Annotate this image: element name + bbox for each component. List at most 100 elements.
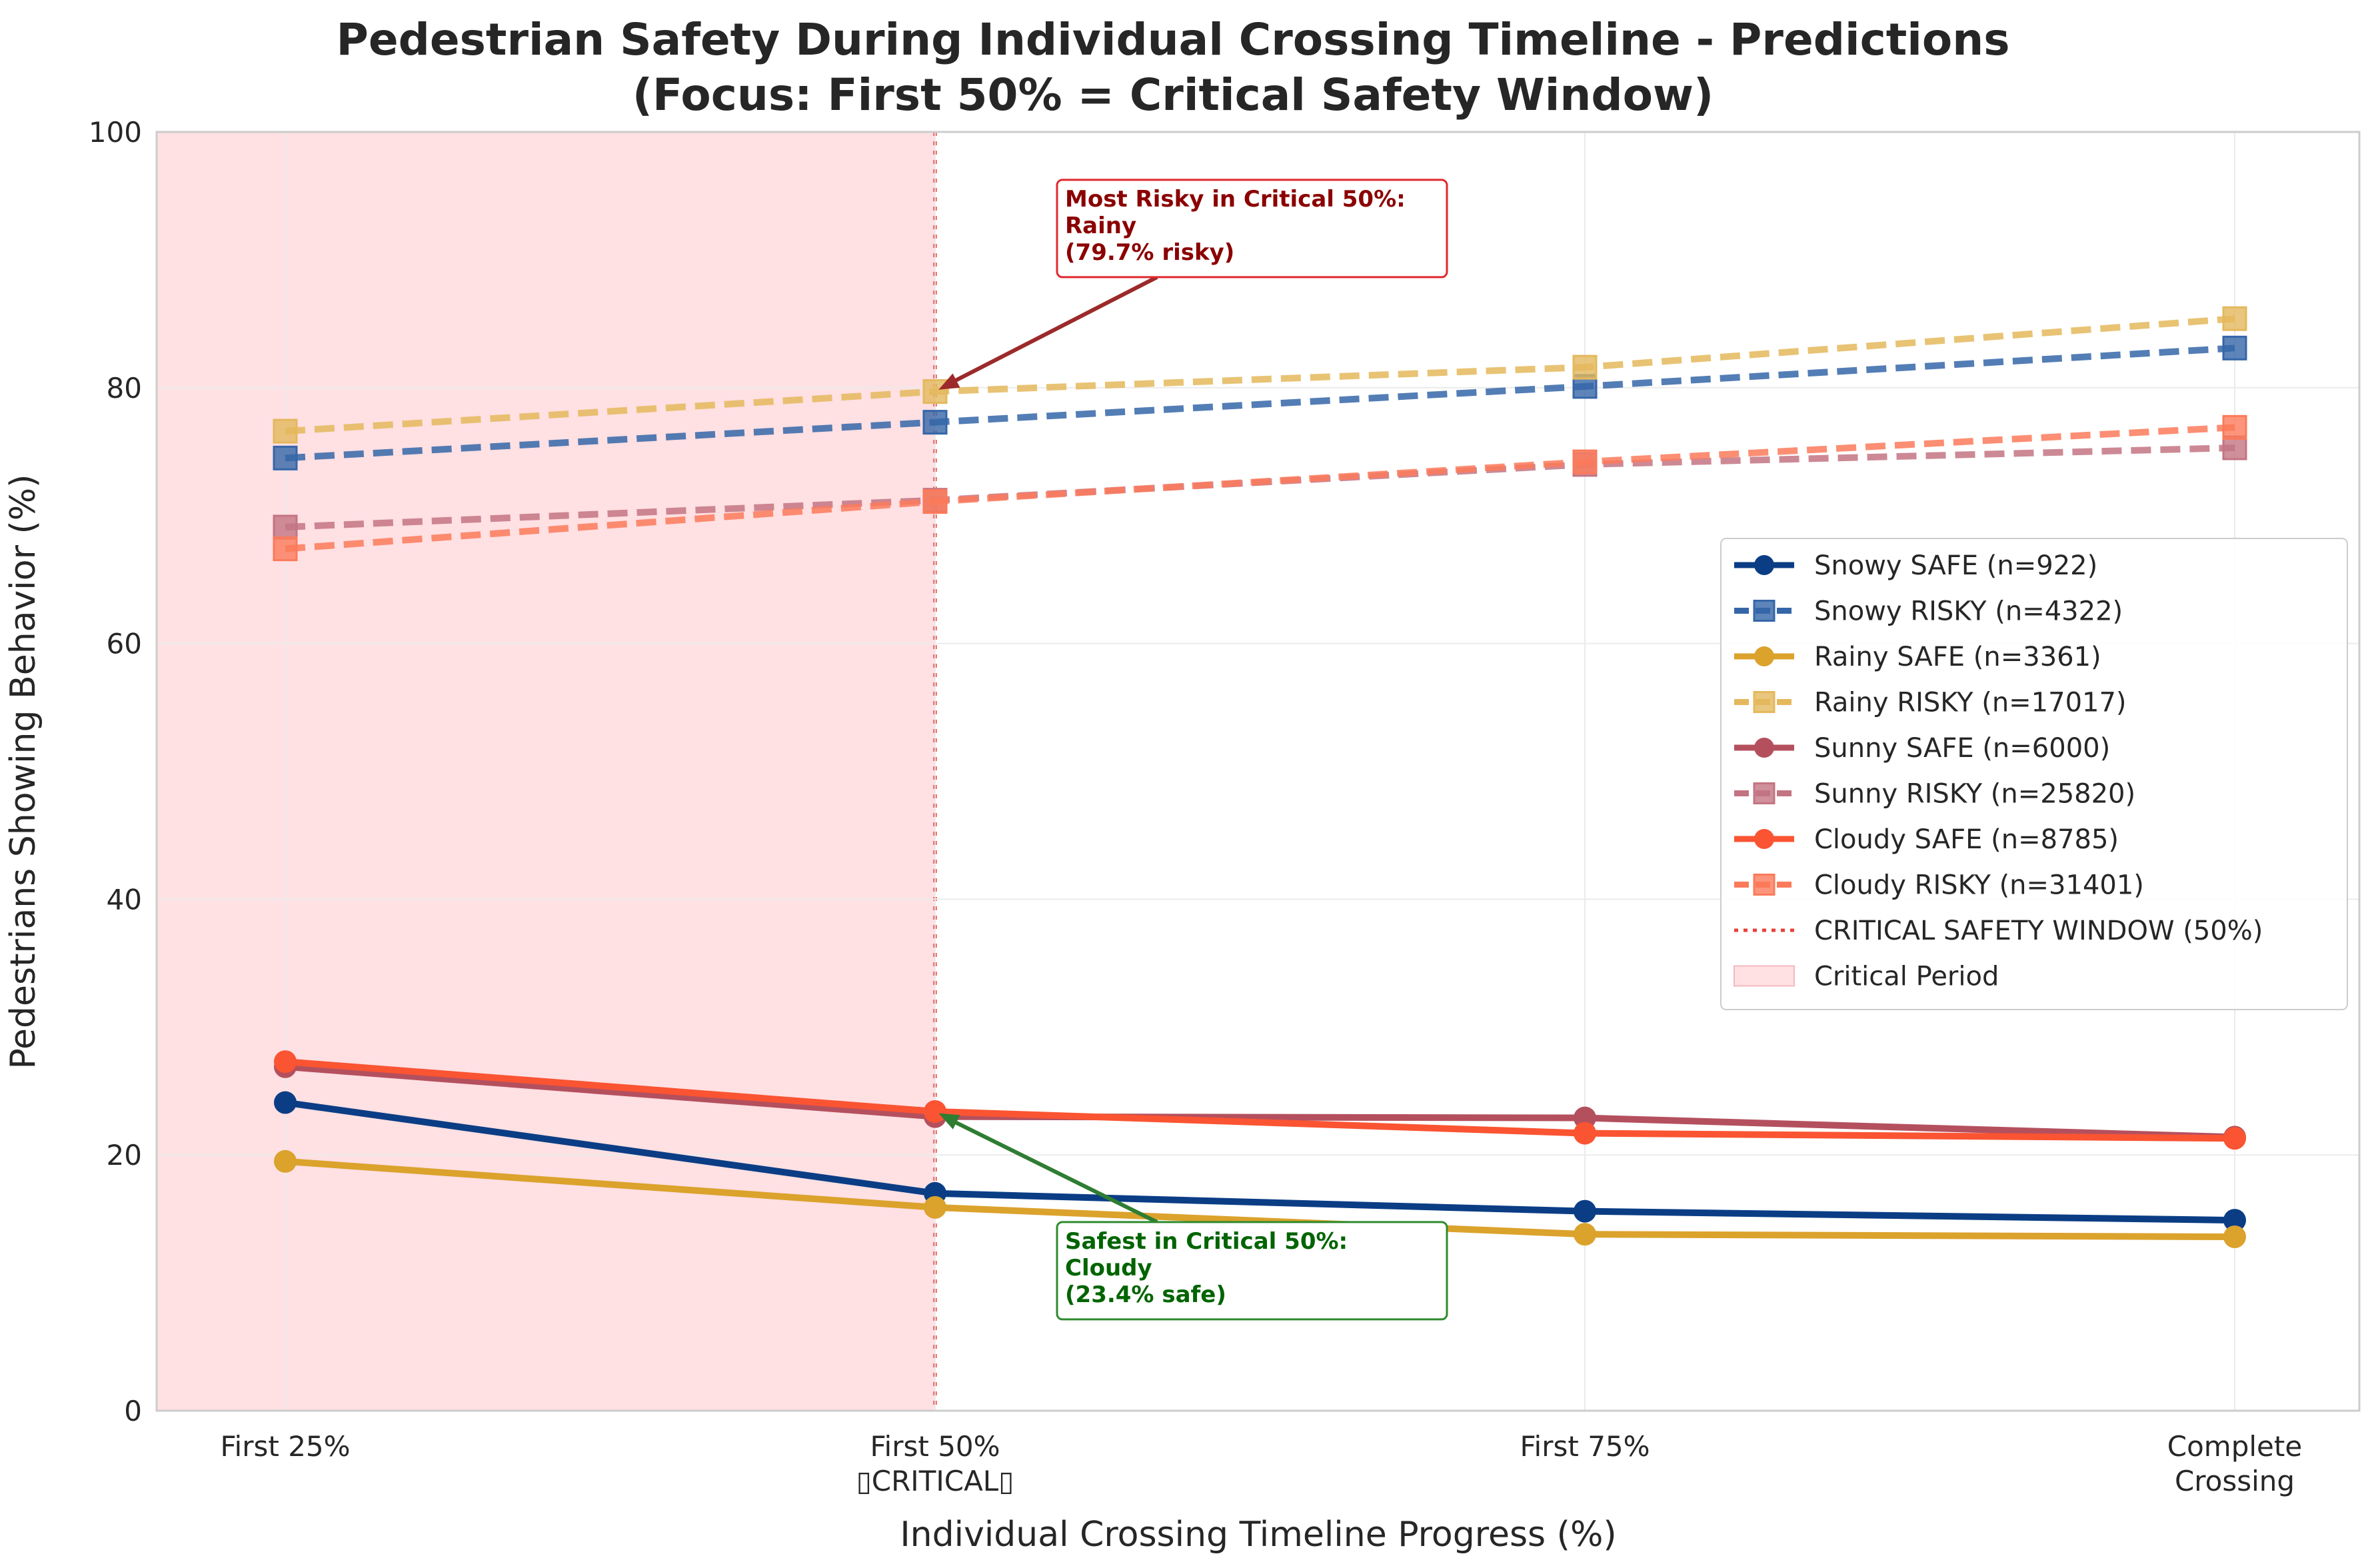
series-line: [285, 1063, 2235, 1141]
legend-label: Sunny SAFE (n=6000): [1814, 733, 2110, 764]
legend-entry: Snowy RISKY (n=4322): [1734, 596, 2123, 627]
data-point: [2222, 335, 2247, 361]
legend: Snowy SAFE (n=922) Snowy RISKY (n=4322) Ra…: [1720, 538, 2348, 1010]
legend-entry: Cloudy SAFE (n=8785): [1734, 824, 2119, 855]
critical-period-layer: [157, 132, 937, 1411]
legend-marker: [1753, 874, 1776, 896]
legend-label: Rainy RISKY (n=17017): [1814, 688, 2127, 718]
data-point: [924, 1195, 946, 1219]
data-point: [274, 1050, 297, 1074]
series-layer: [273, 306, 2247, 1249]
x-tick-label: First 75%: [1520, 1430, 1650, 1463]
y-tick-label: 0: [124, 1395, 142, 1427]
y-tick-label: 20: [107, 1139, 142, 1172]
data-point: [2222, 414, 2247, 440]
x-tick-label: First 25%: [220, 1430, 350, 1463]
annotation-0: Most Risky in Critical 50%:Rainy(79.7% r…: [938, 179, 1448, 390]
axis-layer: 0 20 40 60 80 100 First 25% First 50%▯CRITICAL▯…: [89, 116, 2361, 1497]
legend-entry: CRITICAL SAFETY WINDOW (50%): [1734, 916, 2263, 946]
annotation-arrowhead: [938, 1113, 960, 1130]
legend-marker: [1753, 782, 1776, 804]
legend-entry: Rainy SAFE (n=3361): [1734, 642, 2101, 672]
legend-box: [1720, 538, 2348, 1010]
legend-label: Critical Period: [1814, 962, 1999, 992]
x-tick-label: First 50%: [870, 1430, 1000, 1463]
series-line: [285, 1158, 2235, 1241]
legend-entry: Sunny RISKY (n=25820): [1734, 779, 2135, 810]
legend-marker: [1754, 646, 1774, 666]
series-line: [285, 315, 2235, 435]
data-point: [2222, 306, 2247, 331]
data-point: [1574, 1223, 1596, 1246]
data-point: [924, 1100, 946, 1123]
annotation-arrow: [943, 1115, 1158, 1224]
series-7: [273, 414, 2247, 562]
series-line: [285, 1058, 2235, 1142]
chart-title-line-1: Pedestrian Safety During Individual Cros…: [336, 14, 2009, 65]
critical-period-shade: [157, 132, 935, 1411]
data-point: [2223, 1127, 2246, 1150]
data-point: [922, 410, 948, 435]
legend-label: Snowy RISKY (n=4322): [1814, 596, 2123, 627]
annotation-text: (23.4% safe): [1065, 1281, 1226, 1308]
series-line: [285, 345, 2235, 462]
annotation-text: Cloudy: [1065, 1255, 1152, 1281]
x-axis-label: Individual Crossing Timeline Progress (%…: [900, 1515, 1616, 1555]
data-point: [1572, 449, 1598, 474]
series-line: [285, 1099, 2235, 1224]
x-tick-label: ▯CRITICAL▯: [856, 1465, 1014, 1497]
data-point: [273, 418, 298, 444]
legend-label: Sunny RISKY (n=25820): [1814, 779, 2135, 810]
data-point: [274, 1150, 297, 1173]
legend-patch: [1734, 965, 1795, 987]
data-point: [273, 536, 298, 562]
annotation-box: [1056, 1221, 1448, 1321]
data-point: [1574, 1199, 1596, 1223]
annotation-arrowhead: [938, 373, 960, 390]
legend-label: Snowy SAFE (n=922): [1814, 550, 2097, 581]
annotation-arrow: [943, 275, 1158, 389]
y-axis-label: Pedestrians Showing Behavior (%): [3, 474, 43, 1070]
data-point: [1572, 355, 1598, 380]
data-point: [2223, 1225, 2246, 1249]
legend-label: Rainy SAFE (n=3361): [1814, 642, 2101, 672]
y-tick-label: 80: [107, 372, 142, 404]
legend-entry: Sunny SAFE (n=6000): [1734, 733, 2110, 764]
legend-entry: Critical Period: [1734, 962, 1999, 992]
data-point: [273, 445, 298, 470]
data-point: [2222, 435, 2247, 460]
annotation-box: [1056, 179, 1448, 279]
legend-label: Cloudy SAFE (n=8785): [1814, 824, 2119, 855]
data-point: [273, 514, 298, 540]
y-tick-label: 100: [89, 116, 142, 149]
x-tick-label: Crossing: [2175, 1465, 2295, 1497]
legend-marker: [1754, 738, 1774, 758]
legend-marker: [1754, 829, 1774, 849]
legend-entry: Cloudy RISKY (n=31401): [1734, 870, 2144, 901]
annotation-text: Safest in Critical 50%:: [1065, 1228, 1348, 1255]
annotation-text: (79.7% risky): [1065, 239, 1234, 266]
legend-marker: [1753, 691, 1776, 713]
series-2: [274, 1150, 2246, 1249]
annotation-text: Rainy: [1065, 213, 1136, 239]
legend-entry: Snowy SAFE (n=922): [1734, 550, 2097, 581]
legend-entry: Rainy RISKY (n=17017): [1734, 688, 2127, 718]
annotation-text: Most Risky in Critical 50%:: [1065, 186, 1406, 213]
series-3: [273, 306, 2247, 444]
legend-label: Cloudy RISKY (n=31401): [1814, 870, 2144, 901]
data-point: [922, 379, 948, 404]
plot-frame: [155, 131, 2361, 1412]
chart-title-line-2: (Focus: First 50% = Critical Safety Wind…: [632, 69, 1714, 121]
series-6: [274, 1050, 2246, 1150]
legend-marker: [1753, 600, 1776, 622]
legend-marker: [1754, 555, 1774, 575]
data-point: [274, 1091, 297, 1114]
series-line: [285, 424, 2235, 552]
data-point: [922, 489, 948, 514]
annotation-layer: Most Risky in Critical 50%:Rainy(79.7% r…: [938, 179, 1448, 1321]
y-tick-label: 40: [107, 883, 142, 916]
x-tick-label: Complete: [2167, 1430, 2302, 1463]
data-point: [1574, 1122, 1596, 1145]
data-point: [2223, 1209, 2246, 1232]
